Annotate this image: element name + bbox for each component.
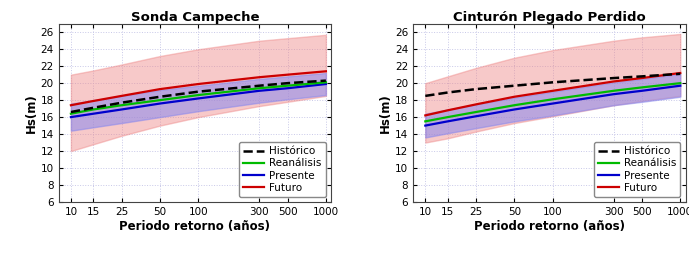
Histórico — [67, 110, 75, 114]
Legend: Histórico, Reanálisis, Presente, Futuro: Histórico, Reanálisis, Presente, Futuro — [594, 142, 680, 197]
Presente — [283, 87, 291, 90]
Title: Cinturón Plegado Perdido: Cinturón Plegado Perdido — [453, 11, 646, 24]
Histórico — [610, 77, 618, 80]
Line: Histórico: Histórico — [425, 74, 680, 96]
Presente — [511, 108, 519, 111]
Histórico — [283, 82, 291, 85]
Reanálisis — [676, 82, 684, 85]
Futuro — [638, 77, 646, 80]
Futuro — [90, 100, 98, 103]
Reanálisis — [156, 98, 164, 102]
Presente — [90, 112, 98, 115]
Reanálisis — [194, 93, 203, 97]
Line: Futuro: Futuro — [425, 73, 680, 115]
Futuro — [548, 89, 557, 92]
Reanálisis — [67, 112, 75, 115]
Histórico — [322, 79, 330, 82]
Presente — [322, 82, 330, 86]
X-axis label: Periodo retorno (años): Periodo retorno (años) — [119, 220, 270, 233]
Line: Presente: Presente — [71, 84, 326, 117]
Presente — [548, 102, 557, 105]
Legend: Histórico, Reanálisis, Presente, Futuro: Histórico, Reanálisis, Presente, Futuro — [239, 142, 326, 197]
Reanálisis — [283, 84, 291, 87]
Presente — [676, 84, 684, 87]
Histórico — [511, 84, 519, 87]
Futuro — [421, 114, 429, 117]
Histórico — [472, 87, 480, 91]
Futuro — [676, 71, 684, 74]
Line: Futuro: Futuro — [71, 71, 326, 105]
Presente — [444, 120, 452, 123]
Futuro — [444, 109, 452, 112]
Histórico — [676, 72, 684, 76]
Histórico — [421, 94, 429, 97]
Reanálisis — [90, 108, 98, 111]
Histórico — [638, 75, 646, 78]
Histórico — [118, 101, 126, 104]
Reanálisis — [610, 89, 618, 92]
Y-axis label: Hs(m): Hs(m) — [379, 93, 392, 133]
Reanálisis — [472, 110, 480, 114]
Reanálisis — [511, 104, 519, 107]
Futuro — [283, 73, 291, 76]
Reanálisis — [255, 87, 263, 90]
Histórico — [255, 84, 263, 87]
Presente — [610, 93, 618, 96]
Futuro — [255, 76, 263, 79]
Reanálisis — [118, 104, 126, 107]
Title: Sonda Campeche: Sonda Campeche — [131, 11, 259, 24]
Futuro — [118, 94, 126, 97]
Presente — [156, 102, 164, 105]
Presente — [194, 97, 203, 100]
Futuro — [511, 95, 519, 98]
Histórico — [548, 81, 557, 84]
Reanálisis — [421, 120, 429, 123]
Futuro — [194, 82, 203, 86]
Futuro — [156, 87, 164, 91]
Presente — [118, 108, 126, 111]
Line: Reanálisis: Reanálisis — [71, 82, 326, 114]
Line: Histórico: Histórico — [71, 81, 326, 112]
Reanálisis — [548, 98, 557, 101]
Reanálisis — [638, 86, 646, 89]
Line: Presente: Presente — [425, 86, 680, 126]
Reanálisis — [444, 116, 452, 119]
Y-axis label: Hs(m): Hs(m) — [25, 93, 38, 133]
Futuro — [322, 70, 330, 73]
Presente — [472, 115, 480, 118]
Futuro — [472, 103, 480, 106]
Presente — [421, 124, 429, 127]
X-axis label: Periodo retorno (años): Periodo retorno (años) — [474, 220, 625, 233]
Histórico — [444, 91, 452, 94]
Presente — [255, 89, 263, 92]
Line: Reanálisis: Reanálisis — [425, 83, 680, 121]
Histórico — [90, 106, 98, 109]
Reanálisis — [322, 81, 330, 84]
Futuro — [67, 104, 75, 107]
Histórico — [156, 95, 164, 98]
Histórico — [194, 90, 203, 93]
Presente — [638, 89, 646, 92]
Presente — [67, 116, 75, 119]
Futuro — [610, 80, 618, 83]
